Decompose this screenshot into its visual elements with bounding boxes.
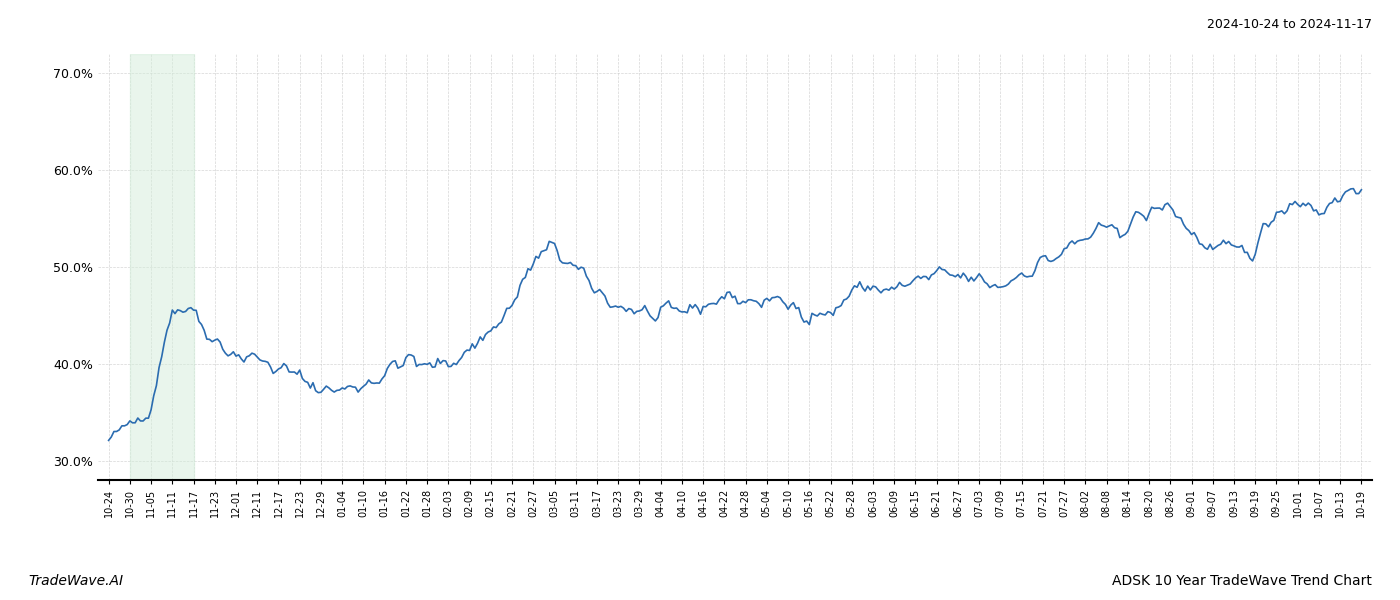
Text: 2024-10-24 to 2024-11-17: 2024-10-24 to 2024-11-17 [1207,18,1372,31]
Text: ADSK 10 Year TradeWave Trend Chart: ADSK 10 Year TradeWave Trend Chart [1112,574,1372,588]
Text: TradeWave.AI: TradeWave.AI [28,574,123,588]
Bar [130,54,193,480]
